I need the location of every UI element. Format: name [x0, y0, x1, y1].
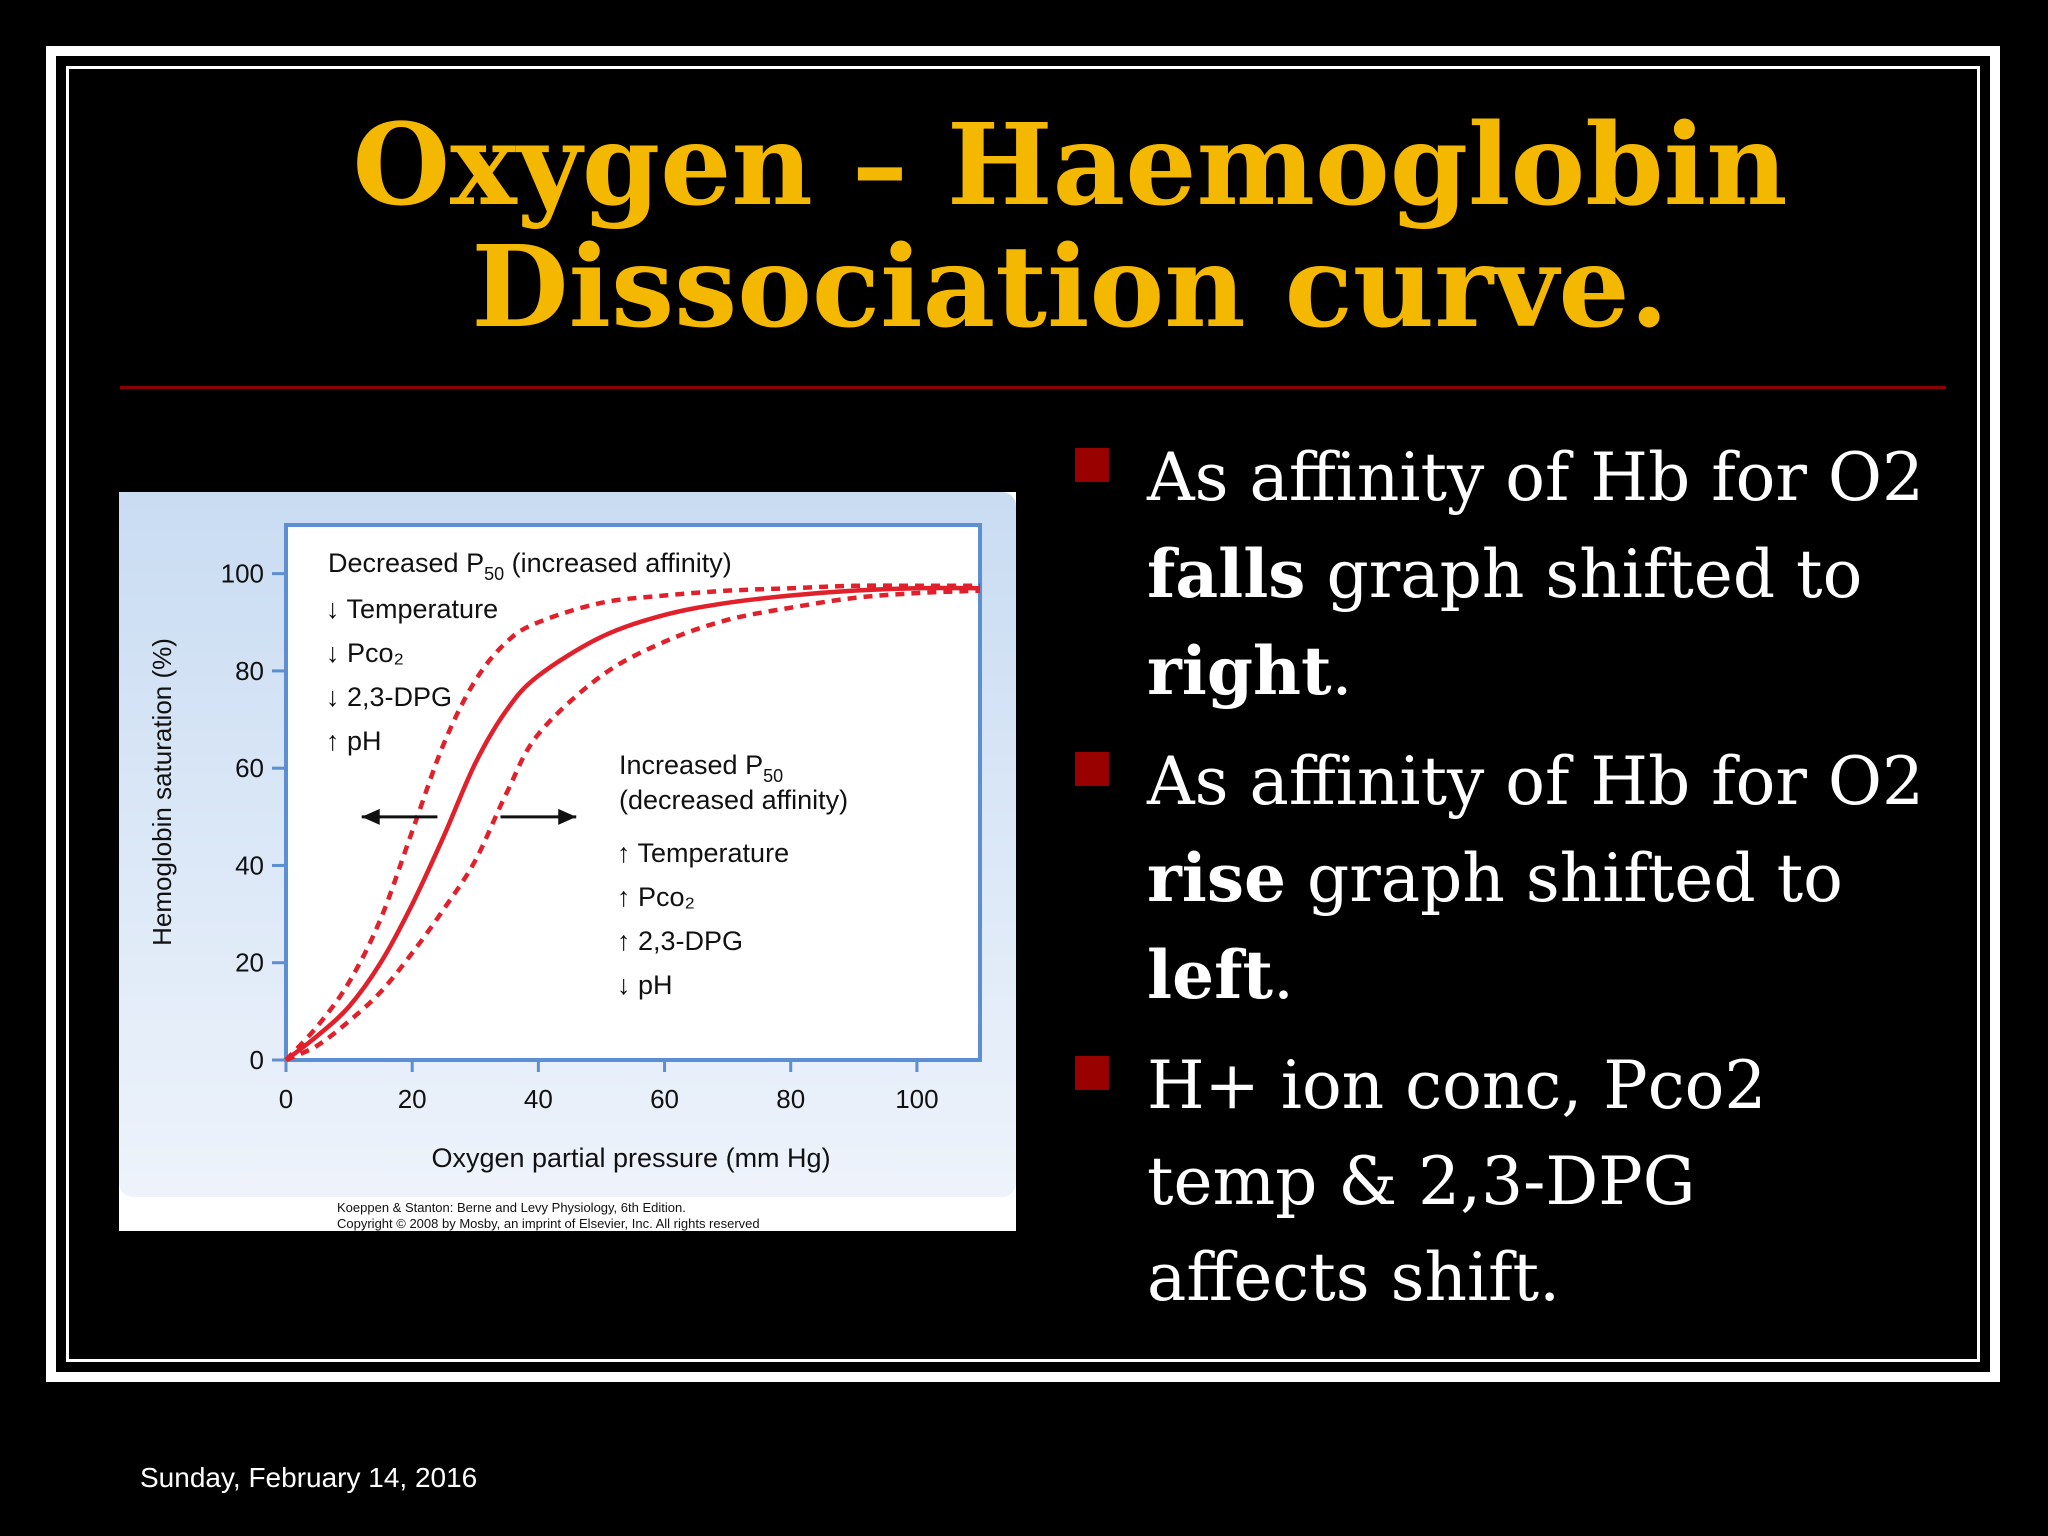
bullet-item-left-shift: As affinity of Hb for O2 rise graph shif… — [1075, 734, 1975, 1024]
bullet-list: As affinity of Hb for O2 falls graph shi… — [1075, 430, 1975, 1340]
slide-date: Sunday, February 14, 2016 — [140, 1462, 478, 1493]
right-arrow-head — [558, 808, 577, 825]
x-tick-label: 0 — [279, 1084, 293, 1114]
y-tick-label: 100 — [221, 559, 264, 589]
y-tick-label: 20 — [235, 948, 264, 978]
bullet-marker — [1075, 752, 1109, 786]
normal-curve — [284, 585, 981, 1062]
credit-line-1: Koeppen & Stanton: Berne and Levy Physio… — [337, 1200, 686, 1215]
y-tick-label: 80 — [235, 656, 264, 686]
shift-arrows — [361, 808, 577, 825]
slide-title: Oxygen – Haemoglobin Dissociation curve. — [120, 105, 2020, 349]
x-tick-label: 40 — [524, 1084, 553, 1114]
right-effect-3: ↑ 2,3-DPG — [617, 926, 743, 956]
x-tick-label: 60 — [650, 1084, 679, 1114]
x-axis-ticks: 0 20 40 60 80 100 — [279, 1060, 939, 1114]
credit-line-2: Copyright © 2008 by Mosby, an imprint of… — [337, 1216, 760, 1231]
x-tick-label: 100 — [895, 1084, 938, 1114]
right-effect-4: ↓ pH — [617, 970, 673, 1000]
x-tick-label: 20 — [398, 1084, 427, 1114]
plot-area — [284, 523, 982, 1062]
right-effect-1: ↑ Temperature — [617, 838, 789, 868]
bullet-item-shift-factors: H+ ion conc, Pco2 temp & 2,3-DPG affects… — [1075, 1038, 1975, 1326]
slide-frame-outer — [46, 46, 2000, 1382]
bullet-marker — [1075, 1056, 1109, 1090]
dissociation-chart: 0 20 40 60 80 100 0 20 40 60 80 100 Hemoglobin sat… — [147, 523, 982, 1173]
slide-frame-inner — [66, 66, 1980, 1362]
increased-p50-label: Increased P50 — [619, 750, 783, 786]
bullet-marker — [1075, 448, 1109, 482]
y-axis-label: Hemoglobin saturation (%) — [147, 638, 177, 946]
y-tick-label: 60 — [235, 753, 264, 783]
title-divider — [120, 386, 1946, 389]
y-tick-label: 40 — [235, 850, 264, 880]
left-arrow-head — [361, 808, 380, 825]
right-effect-2: ↑ Pco₂ — [617, 882, 695, 912]
left-effect-3: ↓ 2,3-DPG — [326, 682, 452, 712]
y-axis-ticks: 0 20 40 60 80 100 — [221, 559, 286, 1075]
x-axis-label: Oxygen partial pressure (mm Hg) — [431, 1143, 830, 1173]
decreased-p50-label: Decreased P50 (increased affinity) — [328, 548, 732, 584]
curves — [284, 583, 981, 1063]
title-line-2: Dissociation curve. — [471, 222, 1669, 353]
title-line-1: Oxygen – Haemoglobin — [352, 100, 1788, 231]
left-effect-4: ↑ pH — [326, 726, 382, 756]
left-shift-curve — [284, 583, 980, 1062]
left-effect-2: ↓ Pco₂ — [326, 638, 404, 668]
figure-credit: Koeppen & Stanton: Berne and Levy Physio… — [337, 1200, 760, 1232]
left-effect-1: ↓ Temperature — [326, 594, 498, 624]
bullet-item-right-shift: As affinity of Hb for O2 falls graph shi… — [1075, 430, 1975, 720]
right-shift-curve — [285, 588, 981, 1063]
decreased-affinity-label: (decreased affinity) — [619, 785, 848, 815]
x-tick-label: 80 — [776, 1084, 805, 1114]
y-tick-label: 0 — [250, 1045, 264, 1075]
